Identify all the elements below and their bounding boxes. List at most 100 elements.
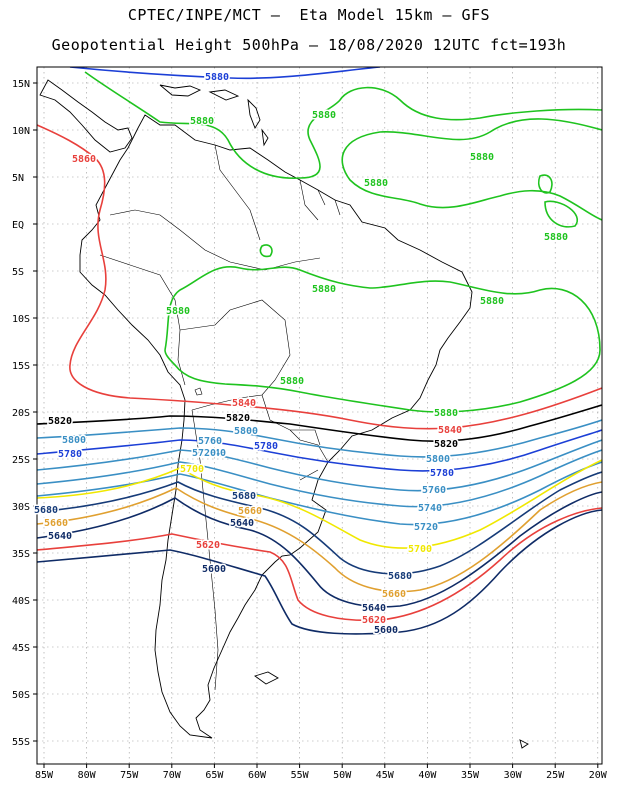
contour-label-5640: 5640: [230, 518, 254, 529]
contour-label-5620: 5620: [362, 615, 386, 626]
longitude-label: 65W: [205, 770, 224, 781]
contour-line-5880: [537, 174, 553, 194]
contour-line-5760: [37, 439, 602, 492]
longitude-label: 80W: [78, 770, 97, 781]
contour-line-5600: [37, 509, 602, 635]
contour-label-5880: 5880: [190, 116, 214, 127]
contour-line-5780: [37, 429, 602, 472]
contour-line-5640: [37, 491, 602, 608]
contour-label-5880: 5880: [434, 408, 458, 419]
contour-label-5600: 5600: [202, 564, 226, 575]
contour-label-5880-top: 5880: [205, 72, 229, 83]
longitude-label: 25W: [546, 770, 565, 781]
contour-label-5880: 5880: [470, 152, 494, 163]
contour-label-5880: 5880: [312, 284, 336, 295]
latitude-label: 40S: [12, 596, 30, 607]
contour-line-5680: [37, 471, 602, 575]
map-frame: [36, 66, 603, 765]
contour-line-5620: [37, 507, 602, 622]
contour-label-5660: 5660: [382, 589, 406, 600]
height-contours: [37, 67, 602, 635]
contour-label-5840: 5840: [232, 398, 256, 409]
latitude-label: 55S: [12, 737, 30, 748]
longitude-label: 85W: [35, 770, 54, 781]
contour-label-5800: 5800: [62, 435, 86, 446]
contour-label-5800: 5800: [426, 454, 450, 465]
longitude-label: 40W: [418, 770, 437, 781]
latitude-label: 50S: [12, 690, 30, 701]
coastline-south-america: [79, 114, 473, 739]
contour-line-5720: [37, 461, 602, 526]
chart-title: CPTEC/INPE/MCT – Eta Model 15km – GFS: [127, 6, 491, 24]
contour-line-5840: [37, 124, 602, 430]
contour-label-5820: 5820: [48, 416, 72, 427]
contour-line-5740: [37, 449, 602, 508]
contour-label-5880: 5880: [166, 306, 190, 317]
contour-label-5640: 5640: [48, 531, 72, 542]
contour-line-5880: [544, 200, 578, 228]
latitude-label: 25S: [12, 455, 30, 466]
contour-label-5780: 5780: [430, 468, 454, 479]
longitude-label: 70W: [163, 770, 182, 781]
latitude-label: 20S: [12, 408, 30, 419]
latitude-label: 10N: [12, 126, 30, 137]
longitude-label: 35W: [461, 770, 480, 781]
contour-label-5700: 5700: [408, 544, 432, 555]
contour-line-5880: [164, 266, 601, 413]
latitude-label: 5N: [12, 173, 24, 184]
longitude-labels: 85W 80W 75W 70W 65W 60W 55W 50W 45W 40W 35W 30W 25W 2…: [35, 764, 608, 781]
contour-label-5740: 5740: [202, 448, 226, 459]
longitude-label: 60W: [248, 770, 267, 781]
longitude-label: 20W: [589, 770, 608, 781]
contour-label-5880: 5880: [364, 178, 388, 189]
contour-label-5880: 5880: [544, 232, 568, 243]
chart-subtitle: Geopotential Height 500hPa – 18/08/2020 …: [51, 36, 567, 54]
lake-titicaca: [194, 387, 203, 396]
contour-labels: 5880 5860 5880 5880 5880 5880 5880 5880 …: [33, 71, 570, 638]
latitude-label: 35S: [12, 549, 30, 560]
longitude-label: 75W: [120, 770, 139, 781]
longitude-label: 55W: [291, 770, 310, 781]
contour-label-5660: 5660: [44, 518, 68, 529]
contour-label-5840: 5840: [438, 425, 462, 436]
latitude-label: 45S: [12, 643, 30, 654]
longitude-label: 45W: [376, 770, 395, 781]
contour-label-5800: 5800: [234, 426, 258, 437]
contour-label-5700: 5700: [180, 464, 204, 475]
contour-label-5780: 5780: [58, 449, 82, 460]
contour-label-5680: 5680: [388, 571, 412, 582]
contour-label-5680: 5680: [34, 505, 58, 516]
contour-label-5880: 5880: [312, 110, 336, 121]
contour-label-5720: 5720: [414, 522, 438, 533]
contour-label-5680: 5680: [232, 491, 256, 502]
latitude-label: 15N: [12, 79, 30, 90]
contour-label-5860-top: 5860: [72, 154, 96, 165]
coastline-central-america: [39, 79, 133, 153]
contour-label-5820: 5820: [434, 439, 458, 450]
contour-label-5880: 5880: [480, 296, 504, 307]
contour-line-5880: [259, 244, 273, 258]
contour-label-5760: 5760: [198, 436, 222, 447]
contour-label-5820: 5820: [226, 413, 250, 424]
contour-line-5780: [69, 67, 381, 80]
contour-label-5660: 5660: [238, 506, 262, 517]
longitude-label: 50W: [333, 770, 352, 781]
coastline-falklands: [254, 671, 529, 749]
coastline-caribbean: [159, 84, 269, 147]
contour-label-5720: 5720: [192, 448, 216, 459]
contour-line-5660: [37, 481, 602, 593]
latitude-label: 30S: [12, 502, 30, 513]
contour-label-5780: 5780: [254, 441, 278, 452]
contour-label-5600: 5600: [374, 625, 398, 636]
longitude-label: 30W: [504, 770, 523, 781]
contour-line-5820: [37, 404, 602, 442]
contour-label-5620: 5620: [196, 540, 220, 551]
latitude-label: EQ: [12, 220, 24, 231]
contour-label-5740: 5740: [418, 503, 442, 514]
contour-line-5880: [84, 71, 602, 179]
graticule: [37, 67, 602, 764]
contour-line-5800: [37, 419, 602, 458]
contour-label-5640: 5640: [362, 603, 386, 614]
latitude-label: 15S: [12, 361, 30, 372]
